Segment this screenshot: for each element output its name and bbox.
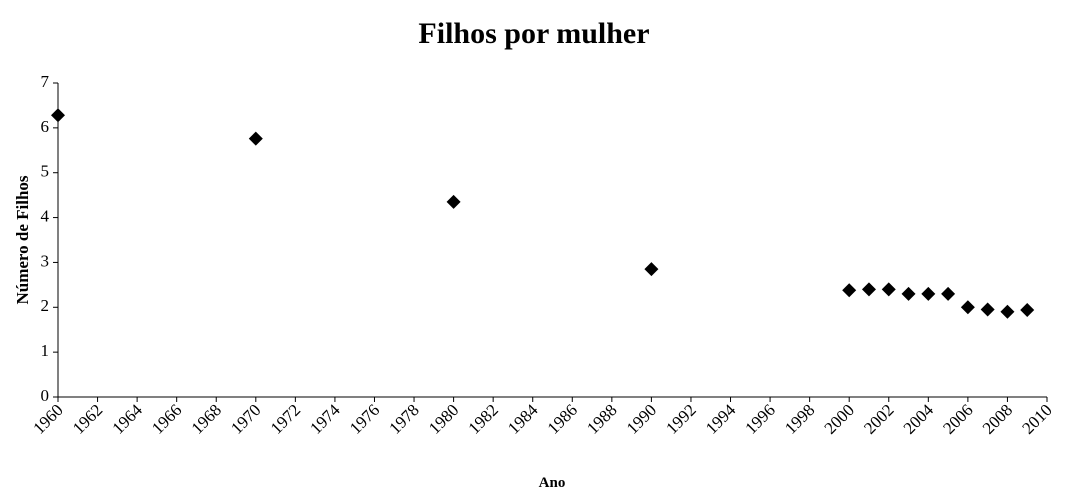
x-tick-label: 1974 — [306, 400, 344, 438]
y-tick-label: 1 — [41, 341, 50, 360]
x-tick-label: 1998 — [781, 400, 818, 437]
y-tick-label: 2 — [41, 296, 50, 315]
point — [51, 108, 65, 123]
x-tick-label: 1994 — [702, 400, 740, 438]
x-tick-label: 2006 — [939, 400, 976, 437]
x-tick-label: 1976 — [346, 400, 383, 437]
point — [980, 302, 995, 317]
chart-title: Filhos por mulher — [418, 17, 649, 50]
y-tick-label: 5 — [41, 162, 50, 181]
x-tick-label: 1984 — [504, 400, 542, 438]
x-tick-label: 1992 — [662, 400, 699, 437]
y-tick-label: 7 — [41, 72, 50, 91]
x-tick-label: 1996 — [741, 400, 778, 437]
x-tick-label: 1982 — [465, 400, 502, 437]
y-tick-label: 3 — [41, 251, 50, 270]
point — [842, 283, 857, 298]
point — [901, 286, 916, 301]
x-tick-label: 1970 — [227, 400, 264, 437]
point — [644, 262, 659, 277]
point — [941, 286, 956, 301]
point — [960, 300, 975, 315]
point — [861, 282, 876, 297]
x-tick-label: 2008 — [979, 400, 1016, 437]
x-axis-title: Ano — [539, 475, 566, 491]
y-tick-label: 6 — [41, 117, 50, 136]
x-tick-label: 1990 — [623, 400, 660, 437]
x-tick-label: 1964 — [108, 400, 146, 438]
point — [881, 282, 896, 297]
x-tick-label: 2004 — [900, 400, 938, 438]
x-tick-label: 2010 — [1018, 400, 1055, 437]
y-tick-label: 4 — [41, 206, 50, 225]
point — [1020, 302, 1035, 317]
point — [1000, 304, 1015, 319]
y-axis-title: Número de Filhos — [13, 175, 32, 304]
x-tick-label: 1986 — [544, 400, 581, 437]
point — [446, 194, 461, 209]
point — [921, 286, 936, 301]
point — [248, 131, 263, 146]
x-tick-label: 1962 — [69, 400, 106, 437]
x-tick-label: 2002 — [860, 400, 897, 437]
x-tick-label: 1972 — [267, 400, 304, 437]
x-tick-label: 1980 — [425, 400, 462, 437]
y-tick-label: 0 — [41, 386, 50, 405]
x-tick-label: 1968 — [188, 400, 225, 437]
x-tick-label: 1988 — [583, 400, 620, 437]
x-tick-label: 1978 — [385, 400, 422, 437]
x-tick-label: 1966 — [148, 400, 185, 437]
x-tick-label: 2000 — [821, 400, 858, 437]
x-tick-label: 1960 — [29, 400, 66, 437]
